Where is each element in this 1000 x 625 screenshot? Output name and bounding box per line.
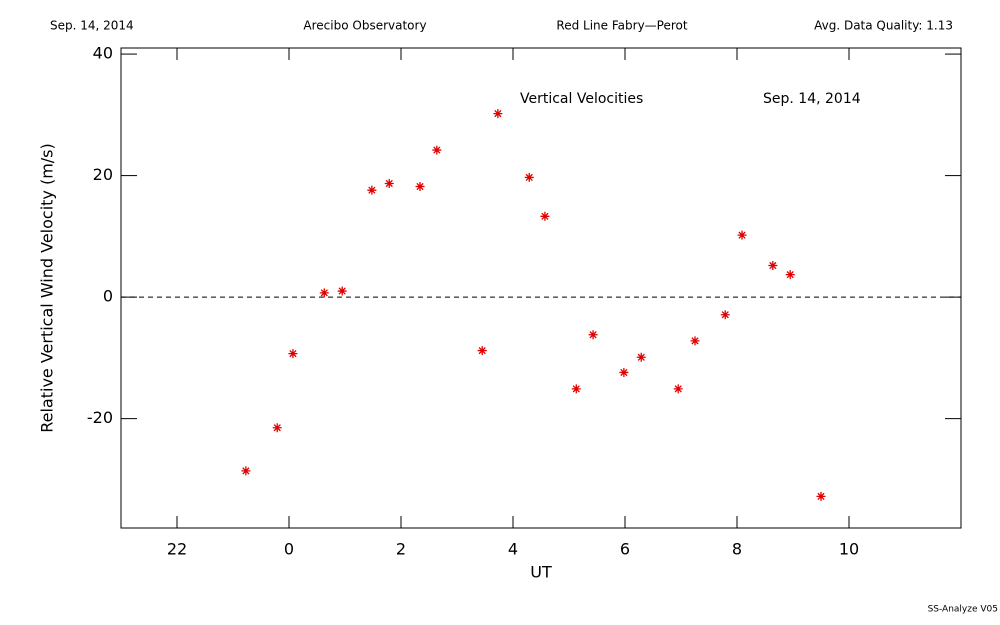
point <box>415 182 425 192</box>
x-tick-label: 4 <box>508 540 518 559</box>
point <box>241 466 251 476</box>
x-tick-label: 22 <box>167 540 187 559</box>
header-date: Sep. 14, 2014 <box>50 19 134 33</box>
point <box>720 310 730 320</box>
point <box>288 349 298 359</box>
header-site: Arecibo Observatory <box>303 19 426 33</box>
x-tick-label: 2 <box>396 540 406 559</box>
point <box>272 423 282 433</box>
point <box>319 288 329 298</box>
point <box>737 230 747 240</box>
point <box>588 330 598 340</box>
y-tick-label: 0 <box>103 287 113 306</box>
point <box>690 336 700 346</box>
header-quality: Avg. Data Quality: 1.13 <box>814 19 953 33</box>
point <box>384 178 394 188</box>
header-instrument: Red Line Fabry—Perot <box>556 19 687 33</box>
annotation: Sep. 14, 2014 <box>763 91 861 107</box>
point <box>432 145 442 155</box>
point <box>367 185 377 195</box>
x-tick-label: 10 <box>839 540 859 559</box>
point <box>785 270 795 280</box>
point <box>540 211 550 221</box>
y-tick-label: 40 <box>93 44 113 63</box>
plot-frame <box>120 47 962 529</box>
y-axis-label: Relative Vertical Wind Velocity (m/s) <box>38 143 57 433</box>
x-tick-label: 6 <box>620 540 630 559</box>
x-axis-label: UT <box>530 563 552 582</box>
y-tick-label: -20 <box>87 408 113 427</box>
annotation: Vertical Velocities <box>520 91 643 107</box>
point <box>571 384 581 394</box>
point <box>493 109 503 119</box>
footer: SS-Analyze V05 <box>928 605 998 615</box>
point <box>768 261 778 271</box>
x-tick-label: 0 <box>284 540 294 559</box>
point <box>477 346 487 356</box>
point <box>636 352 646 362</box>
point <box>673 384 683 394</box>
x-tick-label: 8 <box>732 540 742 559</box>
point <box>619 367 629 377</box>
point <box>816 491 826 501</box>
point <box>524 172 534 182</box>
y-tick-label: 20 <box>93 165 113 184</box>
point <box>337 286 347 296</box>
